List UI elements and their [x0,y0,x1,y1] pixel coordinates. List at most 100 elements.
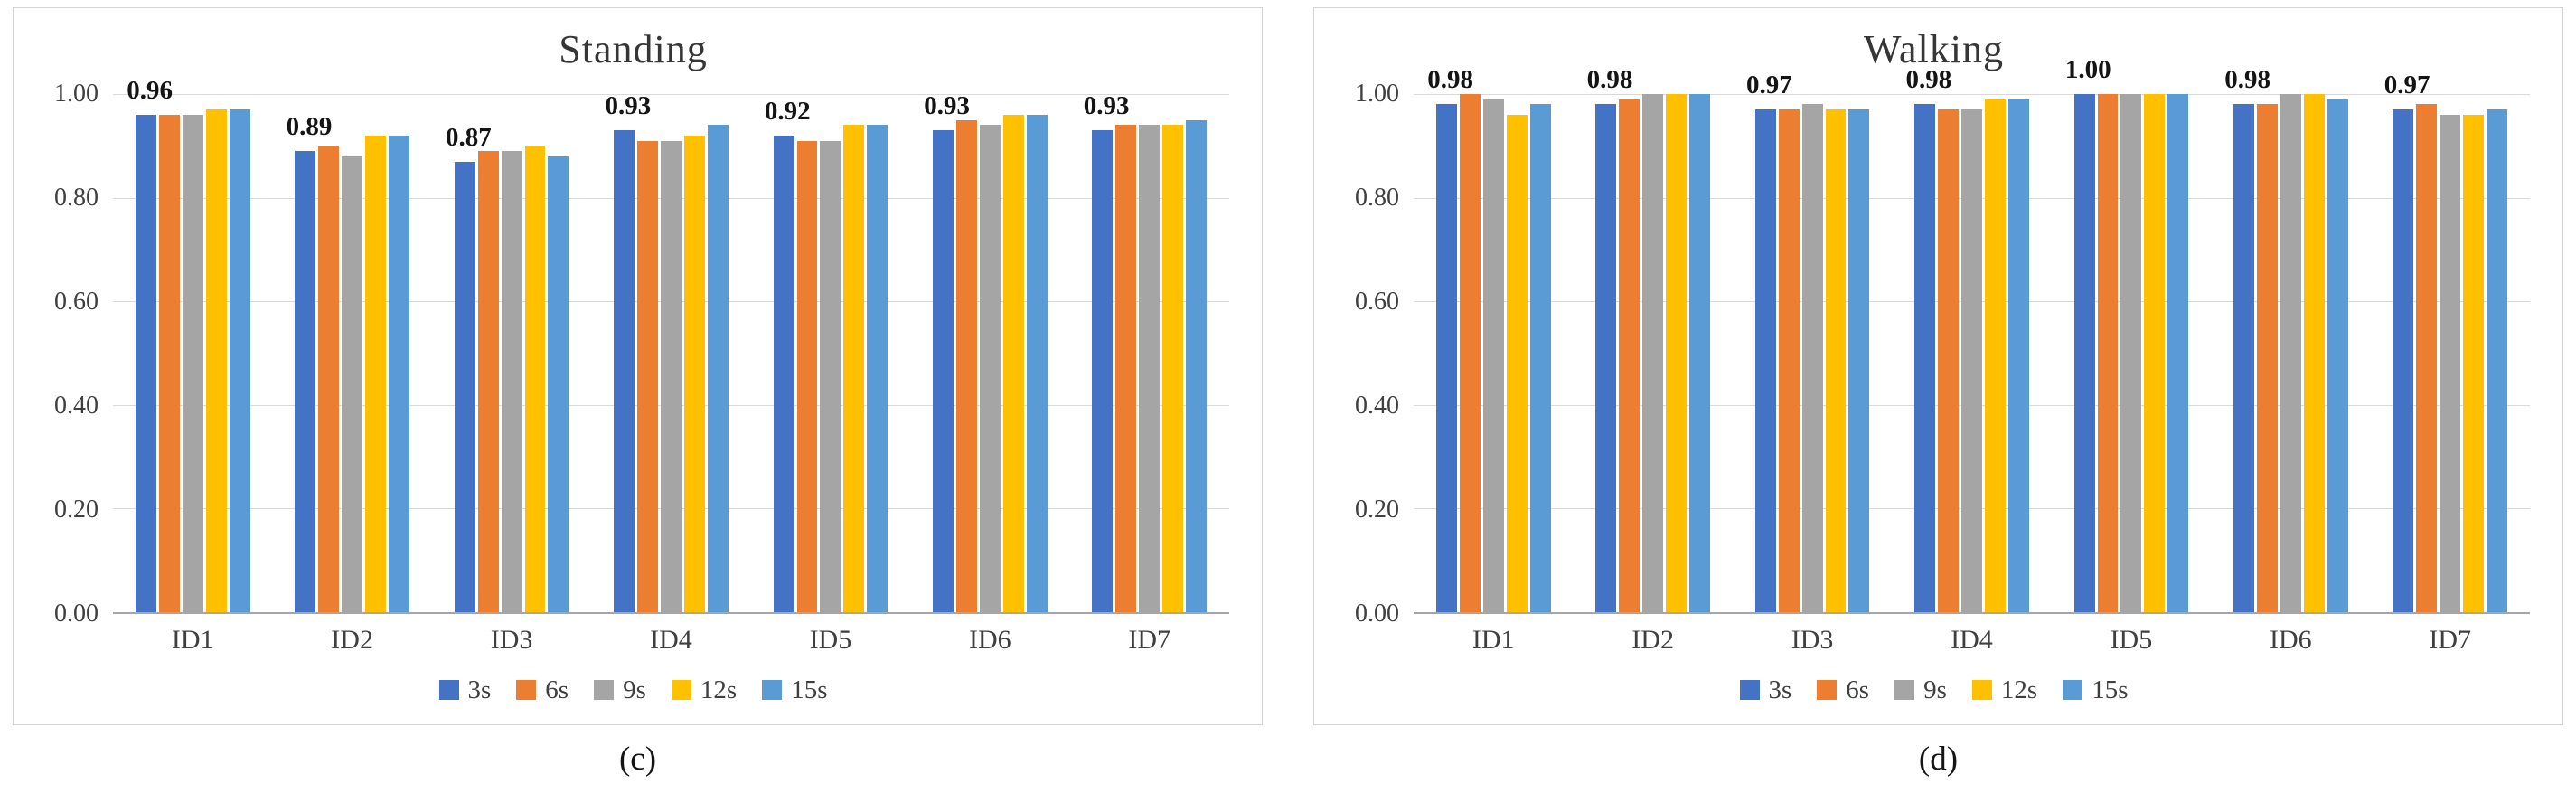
y-tick-label: 0.00 [54,600,99,628]
bar-12s-id2 [365,135,387,612]
legend-item-9s: 9s [1894,675,1947,705]
bar-12s-id5 [2144,94,2166,612]
bar-3s-id3 [1754,109,1776,612]
bar-3s-id3 [454,161,475,612]
data-label-id1: 0.96 [127,75,173,105]
bar-group-id1: 0.96 [113,76,272,612]
bar-15s-id1 [1529,104,1551,612]
bar-9s-id4 [1961,109,1982,612]
bar-15s-id7 [2487,109,2508,612]
bar-6s-id1 [158,114,180,612]
bar-3s-id1 [1435,104,1457,612]
legend-swatch-15s [2063,680,2083,700]
bar-group-id4: 0.98 [1892,65,2051,612]
bar-6s-id5 [2097,94,2119,612]
x-axis: ID1 ID2 ID3 ID4 ID5 ID6 ID7 [1414,614,2530,666]
y-tick-label: 0.80 [1355,184,1399,212]
bar-3s-id1 [135,114,156,612]
legend-label-15s: 15s [2092,675,2129,704]
bar-3s-id6 [2233,104,2254,612]
x-axis-label-id6: ID6 [968,625,1011,655]
data-label-id6: 0.98 [2224,65,2271,95]
bar-9s-id6 [979,125,1001,612]
bar-9s-id1 [1482,99,1504,612]
data-label-id1: 0.98 [1427,65,1473,95]
x-axis-label-id4: ID4 [650,625,692,655]
x-axis-label-id2: ID2 [331,625,373,655]
caption-c: (c) [618,741,657,778]
legend-swatch-6s [516,680,537,700]
x-axis-label-id2: ID2 [1631,625,1674,655]
legend-label-3s: 3s [467,675,492,704]
y-tick-label: 0.00 [1355,600,1399,628]
plot-area: 0.96 0.89 0.87 0.93 0.92 0.93 0.93 [113,76,1229,614]
gridline [1414,94,2530,95]
bar-6s-id7 [1115,125,1137,612]
legend-item-12s: 12s [1971,675,2037,705]
y-tick-label: 0.40 [54,392,99,420]
bar-3s-id4 [614,130,635,612]
chart-body: 0.00 0.20 0.40 0.60 0.80 1.00 0.98 0.98 0.97 0.9… [1327,55,2541,628]
y-axis: 0.00 0.20 0.40 0.60 0.80 1.00 [1327,80,1414,628]
bar-12s-id6 [1002,114,1024,612]
legend-label-6s: 6s [545,675,569,704]
bar-9s-id4 [661,140,682,612]
bar-9s-id3 [1801,104,1823,612]
bar-15s-id6 [1026,114,1048,612]
legend-label-3s: 3s [1768,675,1792,704]
bar-6s-id5 [796,140,818,612]
bar-6s-id3 [1778,109,1800,612]
bar-group-id6: 0.93 [910,91,1069,612]
gridline [113,94,1229,95]
bar-12s-id7 [2463,114,2485,612]
bar-3s-id2 [295,151,316,612]
data-label-id2: 0.89 [286,112,333,142]
legend-item-3s: 3s [438,675,492,705]
bar-15s-id3 [548,156,569,612]
bar-group-id7: 0.97 [2371,71,2530,612]
x-axis-label-id7: ID7 [2429,625,2472,655]
bar-12s-id7 [1162,125,1184,612]
data-label-id3: 0.97 [1746,71,1792,100]
bar-9s-id2 [1642,94,1664,612]
y-tick-label: 1.00 [1355,80,1399,108]
caption-d: (d) [1918,741,1959,778]
bar-3s-id2 [1595,104,1617,612]
bar-6s-id7 [2416,104,2438,612]
chart-title-standing: Standing [559,27,708,71]
bar-15s-id4 [707,125,729,612]
legend-item-6s: 6s [1817,675,1869,705]
y-tick-label: 0.60 [1355,288,1399,316]
bar-group-id4: 0.93 [591,91,750,612]
legend-item-15s: 15s [2063,675,2128,705]
bar-12s-id3 [524,146,546,612]
legend-item-12s: 12s [671,675,737,705]
x-axis-label-id6: ID6 [2269,625,2312,655]
x-axis-label-id1: ID1 [1471,625,1515,655]
bar-15s-id7 [1186,119,1208,612]
x-axis-label-id5: ID5 [2110,625,2153,655]
chart-body: 0.00 0.20 0.40 0.60 0.80 1.00 0.96 0.89 0.87 0.9… [26,76,1240,628]
y-tick-label: 0.60 [54,288,99,316]
bar-6s-id4 [1938,109,1960,612]
legend-label-15s: 15s [791,675,828,704]
x-axis-label-id5: ID5 [809,625,852,655]
legend-swatch-9s [594,680,615,700]
bar-15s-id1 [229,109,250,612]
x-axis-label-id1: ID1 [171,625,214,655]
data-label-id5: 0.92 [764,96,811,126]
bar-group-id6: 0.98 [2211,65,2370,612]
bar-3s-id4 [1914,104,1936,612]
bar-3s-id7 [1092,130,1114,612]
bar-15s-id4 [2007,99,2029,612]
x-axis-label-id7: ID7 [1128,625,1171,655]
legend-swatch-12s [1971,680,1992,700]
bar-group-id3: 0.87 [432,94,591,612]
bar-9s-id1 [182,114,203,612]
bar-9s-id5 [820,140,841,612]
data-label-id5: 1.00 [2064,55,2111,84]
bar-group-id2: 0.98 [1573,65,1732,612]
legend-item-15s: 15s [762,675,827,705]
y-axis: 0.00 0.20 0.40 0.60 0.80 1.00 [26,80,113,628]
plot-area: 0.98 0.98 0.97 0.98 1.00 0.98 0.97 [1414,55,2530,614]
